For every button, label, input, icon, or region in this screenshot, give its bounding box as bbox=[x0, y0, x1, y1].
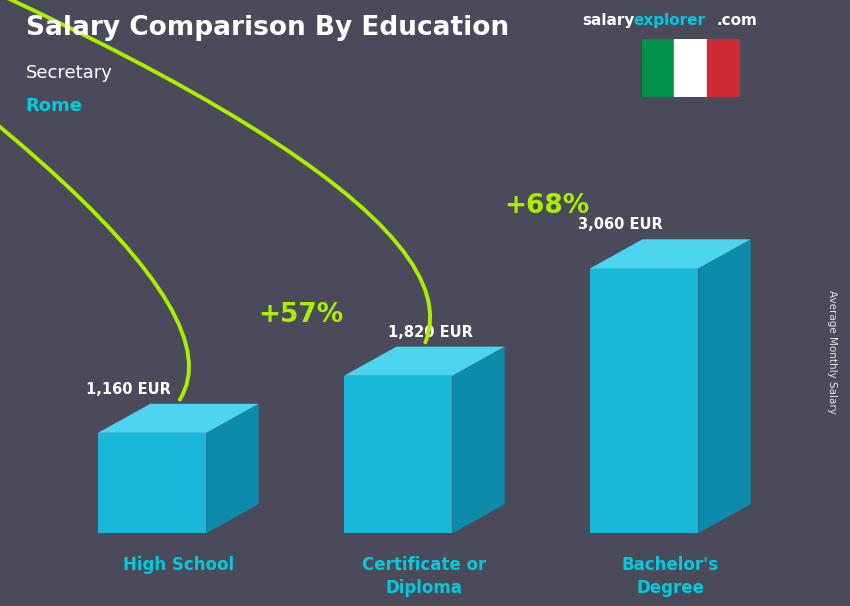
Bar bbox=[98, 433, 207, 533]
Text: High School: High School bbox=[122, 556, 234, 574]
Polygon shape bbox=[207, 404, 258, 533]
Text: Bachelor's
Degree: Bachelor's Degree bbox=[622, 556, 719, 598]
Polygon shape bbox=[98, 404, 258, 433]
Polygon shape bbox=[590, 239, 751, 268]
Text: 1,820 EUR: 1,820 EUR bbox=[388, 325, 473, 340]
Polygon shape bbox=[452, 347, 505, 533]
Text: Certificate or
Diploma: Certificate or Diploma bbox=[362, 556, 486, 598]
Bar bbox=[707, 39, 740, 97]
Text: salary: salary bbox=[582, 13, 635, 28]
Text: +68%: +68% bbox=[505, 193, 590, 219]
Text: +57%: +57% bbox=[258, 302, 344, 328]
Text: 3,060 EUR: 3,060 EUR bbox=[578, 218, 663, 232]
Polygon shape bbox=[344, 347, 505, 376]
Bar bbox=[642, 39, 674, 97]
Bar bbox=[590, 268, 699, 533]
Text: Salary Comparison By Education: Salary Comparison By Education bbox=[26, 15, 508, 41]
Bar bbox=[674, 39, 707, 97]
Polygon shape bbox=[699, 239, 751, 533]
Text: Average Monthly Salary: Average Monthly Salary bbox=[827, 290, 837, 413]
Text: Secretary: Secretary bbox=[26, 64, 112, 82]
Text: 1,160 EUR: 1,160 EUR bbox=[86, 382, 171, 397]
Text: .com: .com bbox=[717, 13, 757, 28]
Text: explorer: explorer bbox=[633, 13, 706, 28]
Bar bbox=[344, 376, 452, 533]
Text: Rome: Rome bbox=[26, 97, 82, 115]
